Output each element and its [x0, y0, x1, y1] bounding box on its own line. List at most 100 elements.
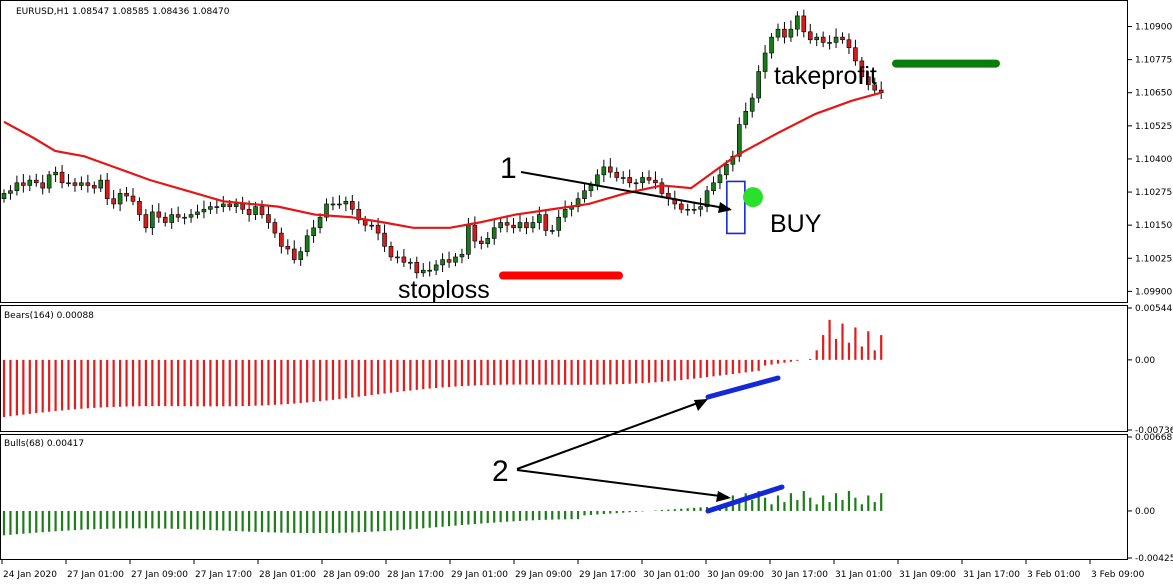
candle-body [221, 203, 226, 207]
candle-body [659, 182, 665, 194]
x-axis-tick-label: 31 Jan 09:00 [899, 570, 956, 580]
candle-body [511, 224, 516, 229]
candle-body [420, 269, 426, 274]
candle-body [627, 177, 632, 184]
price-y-tick-label: 1.10275 [1135, 188, 1172, 198]
candle-body [595, 174, 600, 186]
candle-body [646, 177, 652, 181]
x-axis-tick-label: 27 Jan 01:00 [67, 570, 124, 580]
candle-body [401, 256, 407, 263]
price-y-tick-label: 1.10775 [1135, 56, 1172, 66]
candle-body [98, 179, 104, 189]
bears-y-tick-label: 0.00 [1135, 356, 1155, 366]
candle-body [620, 177, 626, 179]
candle-body [130, 195, 136, 202]
price-y-tick-label: 1.10525 [1135, 122, 1172, 132]
candle-body [453, 256, 458, 263]
candle-body [291, 248, 297, 260]
buy-label: BUY [770, 210, 822, 238]
candle-body [349, 201, 355, 210]
bulls-y-tick-label: 0.00668 [1135, 433, 1172, 443]
candle-body [33, 179, 39, 184]
candle-body [59, 171, 65, 184]
candle-body [285, 246, 291, 250]
candle-body [588, 185, 594, 192]
bulls-y-tick-label: -0.00425 [1135, 554, 1173, 564]
candle-body [614, 171, 620, 178]
candle-body [1, 193, 7, 199]
candle-body [782, 28, 787, 38]
candle-body [872, 84, 878, 91]
stoploss-label: stoploss [398, 276, 490, 304]
candle-body [175, 214, 181, 218]
candle-body [769, 36, 774, 54]
x-axis-tick-label: 27 Jan 17:00 [195, 570, 252, 580]
candle-body [853, 47, 858, 62]
candle-body [814, 36, 820, 41]
candle-body [8, 190, 13, 194]
candle-body [111, 198, 116, 205]
candle-body [214, 206, 220, 208]
candle-body [117, 193, 123, 205]
annotation-arrow-one-head [718, 202, 732, 213]
candle-body [201, 208, 207, 213]
bears-panel [0, 305, 1128, 432]
candle-body [46, 174, 52, 189]
x-axis-tick-label: 30 Jan 01:00 [643, 570, 700, 580]
x-axis-tick-label: 28 Jan 09:00 [323, 570, 380, 580]
candle-body [678, 203, 684, 210]
candle-body [53, 171, 58, 176]
annotation-arrow-one [520, 171, 731, 210]
bulls-panel [0, 434, 1128, 560]
price-y-tick-label: 1.10150 [1135, 221, 1172, 231]
candle-body [40, 182, 46, 189]
candle-body [601, 166, 607, 176]
x-axis-tick-label: 31 Jan 17:00 [963, 570, 1020, 580]
candle-body [840, 36, 845, 41]
candle-body [21, 182, 26, 186]
candle-body [311, 227, 316, 237]
price-panel [0, 0, 1128, 303]
annotation-number-two: 2 [492, 455, 509, 488]
annotation-arrow-two-upper [516, 399, 707, 470]
candle-body [227, 203, 233, 207]
candle-body [79, 182, 84, 186]
candle-body [498, 222, 503, 229]
candle-body [162, 216, 168, 223]
candle-body [124, 193, 129, 197]
candle-body [756, 71, 761, 99]
bulls-trend-line [705, 484, 785, 514]
candle-body [466, 224, 471, 255]
candle-body [246, 208, 252, 215]
candle-body [524, 222, 529, 229]
price-y-tick-label: 1.10900 [1135, 23, 1172, 33]
x-axis-tick-label: 30 Jan 09:00 [707, 570, 764, 580]
candle-body [279, 232, 284, 247]
x-axis-tick-label: 3 Feb 01:00 [1027, 570, 1081, 580]
candle-body [749, 97, 755, 112]
candle-body [504, 222, 510, 226]
candle-body [865, 76, 871, 86]
candle-body [530, 222, 536, 229]
candle-body [846, 39, 852, 49]
x-axis-tick-label: 28 Jan 17:00 [387, 570, 444, 580]
candle-body [775, 28, 781, 38]
candle-body [208, 206, 213, 210]
candle-body [485, 238, 491, 245]
candle-body [324, 203, 329, 218]
price-y-tick-label: 1.10400 [1135, 155, 1172, 165]
candle-body [556, 216, 562, 231]
annotation-arrow-two-lower-head [716, 491, 731, 502]
bears-trend-line [705, 375, 781, 400]
candle-body [685, 208, 691, 211]
annotation-number-one: 1 [500, 152, 517, 185]
candle-body [395, 256, 400, 259]
candle-body [472, 224, 478, 242]
candle-body [801, 15, 807, 33]
candle-body [607, 166, 613, 173]
candle-body [640, 177, 645, 184]
candle-body [517, 222, 523, 229]
candle-body [330, 203, 336, 206]
candle-body [736, 124, 742, 157]
candle-body [704, 190, 710, 207]
